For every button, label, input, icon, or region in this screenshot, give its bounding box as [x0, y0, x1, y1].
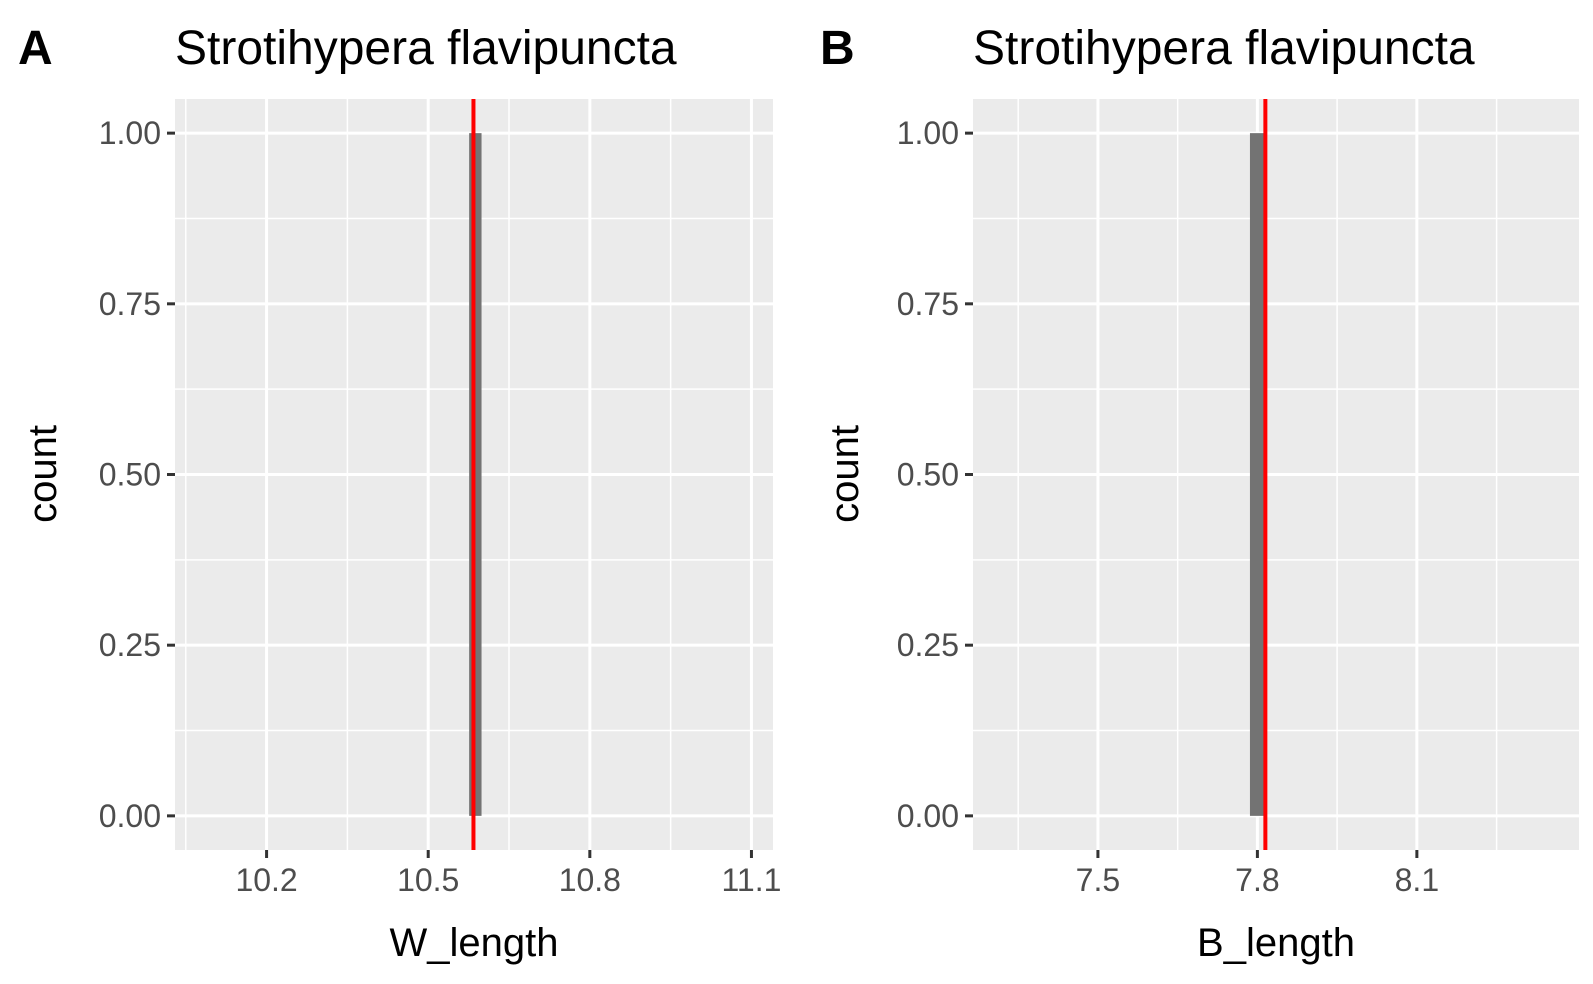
- histogram-bar-b-1: [1249, 133, 1266, 816]
- bars-b: [1249, 133, 1266, 816]
- panel-a: A Strotihypera flavipuncta 0.000.250.500…: [18, 22, 781, 965]
- y-tick-label: 1.00: [99, 115, 161, 151]
- plot-title-a: Strotihypera flavipuncta: [175, 22, 677, 75]
- x-tick-label: 10.8: [559, 862, 621, 898]
- y-tick-label: 0.75: [99, 286, 161, 322]
- x-tick-label: 7.5: [1076, 862, 1120, 898]
- y-tick-label: 0.25: [897, 627, 959, 663]
- y-axis-a: 0.00 0.25 0.50 0.75 1.00: [99, 115, 175, 834]
- x-tick-label: 8.1: [1395, 862, 1439, 898]
- panel-b: B Strotihypera flavipuncta 0.000.250.500…: [820, 22, 1579, 965]
- y-tick-label: 0.75: [897, 286, 959, 322]
- y-axis-title-b: count: [823, 425, 867, 523]
- x-axis-title-b: B_length: [1197, 921, 1355, 965]
- y-tick-label: 1.00: [897, 115, 959, 151]
- x-tick-label: 10.5: [397, 862, 459, 898]
- x-axis-b: 7.5 7.8 8.1: [1076, 850, 1439, 898]
- y-axis-b: 0.00 0.25 0.50 0.75 1.00: [897, 115, 973, 834]
- x-axis-title-a: W_length: [390, 921, 559, 965]
- y-tick-label: 0.00: [99, 798, 161, 834]
- plot-title-b: Strotihypera flavipuncta: [973, 22, 1475, 75]
- y-tick-label: 0.50: [897, 457, 959, 493]
- panel-tag-b: B: [820, 22, 855, 75]
- x-tick-label: 11.1: [721, 862, 781, 898]
- panel-tag-a: A: [18, 22, 53, 75]
- y-tick-label: 0.50: [99, 457, 161, 493]
- x-tick-label: 10.2: [235, 862, 297, 898]
- x-tick-label: 7.8: [1235, 862, 1279, 898]
- x-axis-a: 10.2 10.5 10.8 11.1: [235, 850, 781, 898]
- y-axis-title-a: count: [21, 425, 65, 523]
- y-tick-label: 0.25: [99, 627, 161, 663]
- y-tick-label: 0.00: [897, 798, 959, 834]
